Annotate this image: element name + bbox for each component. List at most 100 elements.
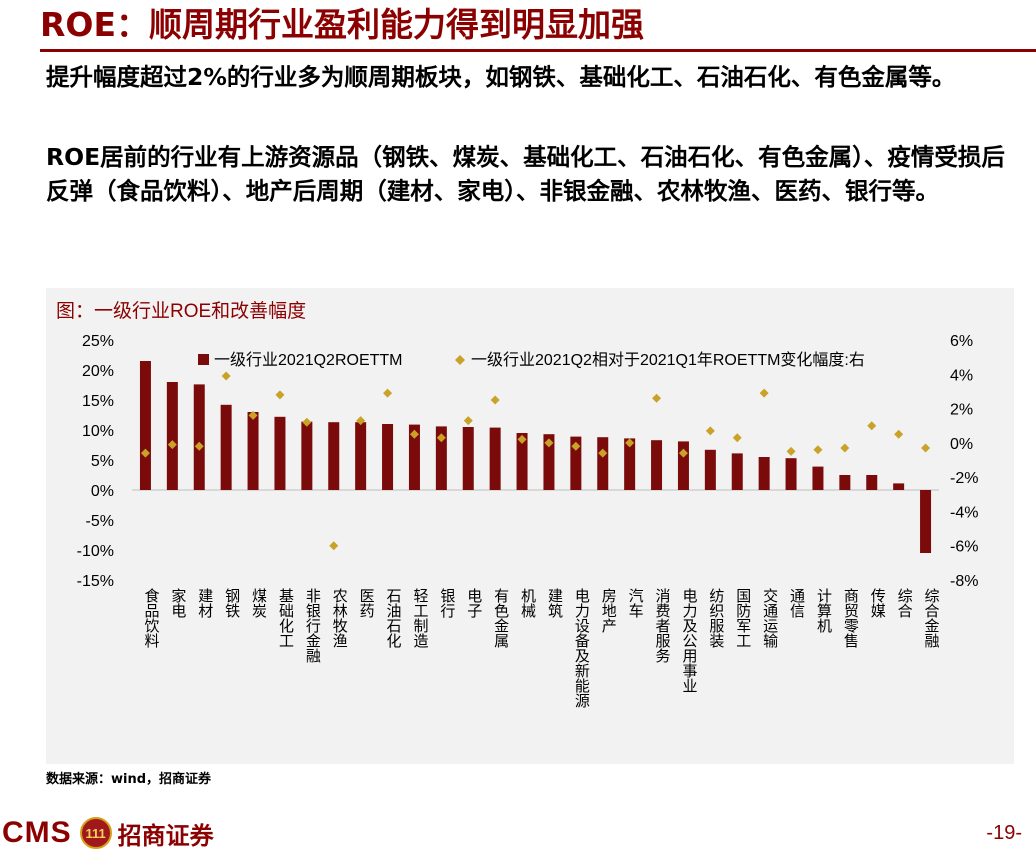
- roe-bar: [220, 404, 232, 490]
- roe-bar: [597, 437, 609, 490]
- roe-bar: [489, 427, 501, 490]
- category-label: 传媒: [869, 588, 887, 618]
- y-left-tick-label: 5%: [91, 453, 114, 470]
- roe-bar: [247, 412, 259, 490]
- change-marker: [813, 445, 823, 455]
- category-label: 综合金融: [923, 588, 941, 648]
- change-marker: [732, 433, 742, 443]
- category-label: 食品饮料: [142, 588, 160, 648]
- roe-bar: [408, 424, 420, 490]
- category-label: 石油石化: [385, 588, 403, 648]
- change-marker: [140, 448, 150, 458]
- roe-bar: [274, 416, 286, 490]
- change-marker: [705, 426, 715, 436]
- roe-bar: [462, 427, 474, 490]
- y-right-tick-label: 6%: [950, 333, 973, 350]
- change-marker: [490, 395, 500, 405]
- chart-panel: [46, 288, 1014, 764]
- change-marker: [356, 416, 366, 426]
- change-marker: [194, 441, 204, 451]
- category-label: 医药: [358, 588, 376, 619]
- chart-title: 图：一级行业ROE和改善幅度: [56, 301, 307, 322]
- category-label: 机械: [519, 588, 537, 618]
- y-left-tick-label: 0%: [91, 483, 114, 500]
- change-marker: [840, 443, 850, 453]
- roe-bar: [328, 422, 340, 490]
- category-label: 电子: [465, 588, 483, 618]
- change-marker: [894, 429, 904, 439]
- change-marker: [867, 421, 877, 431]
- company-logo: CMS 111 招商证券: [2, 812, 214, 854]
- roe-bar: [543, 434, 555, 490]
- roe-bar: [920, 490, 932, 553]
- change-marker: [786, 446, 796, 456]
- roe-bar: [570, 436, 582, 490]
- y-right-tick-label: 2%: [950, 402, 973, 419]
- category-label: 建筑: [546, 588, 564, 619]
- y-left-tick-label: 20%: [82, 363, 114, 380]
- y-right-tick-label: -4%: [950, 504, 978, 521]
- category-label: 建材: [196, 588, 214, 618]
- roe-bar: [193, 384, 205, 490]
- roe-bar: [785, 458, 797, 490]
- change-marker: [652, 393, 662, 403]
- y-left-tick-label: 15%: [82, 393, 114, 410]
- change-marker: [544, 438, 554, 448]
- y-right-tick-label: -2%: [950, 470, 978, 487]
- legend-marker-label: 一级行业2021Q2相对于2021Q1年ROETTM变化幅度:右: [471, 351, 865, 369]
- category-label: 有色金属: [492, 588, 510, 648]
- category-label: 钢铁: [223, 588, 241, 618]
- roe-bar: [355, 422, 367, 490]
- change-marker: [248, 410, 258, 420]
- roe-bar: [677, 441, 689, 490]
- change-marker: [221, 371, 231, 381]
- change-marker: [463, 416, 473, 426]
- change-marker: [571, 441, 581, 451]
- roe-bar: [516, 433, 528, 490]
- roe-bar: [651, 440, 663, 490]
- roe-bar: [624, 438, 636, 490]
- title-divider: [40, 49, 1036, 52]
- category-label: 银行: [438, 588, 456, 619]
- y-left-tick-label: 10%: [82, 423, 114, 440]
- legend-bar-label: 一级行业2021Q2ROETTM: [214, 351, 403, 369]
- logo-chinese-name: 招商证券: [117, 821, 214, 850]
- category-label: 煤炭: [250, 588, 268, 618]
- roe-bar: [166, 382, 178, 490]
- y-right-tick-label: -8%: [950, 573, 978, 590]
- change-marker: [517, 434, 527, 444]
- change-marker: [598, 448, 608, 458]
- change-marker: [436, 433, 446, 443]
- change-marker: [409, 429, 419, 439]
- category-label: 综合: [896, 588, 914, 618]
- category-label: 轻工制造: [411, 588, 429, 649]
- logo-emblem-icon: 111: [79, 817, 112, 849]
- category-label: 交通运输: [761, 587, 779, 648]
- roe-bar: [704, 449, 716, 490]
- slide-title: ROE：顺周期行业盈利能力得到明显加强: [40, 5, 645, 44]
- category-label: 基础化工: [277, 588, 295, 648]
- category-label: 计算机: [815, 588, 833, 634]
- y-right-tick-label: -6%: [950, 539, 978, 556]
- change-marker: [302, 417, 312, 427]
- data-source-note: 数据来源：wind，招商证券: [46, 772, 212, 787]
- roe-bar: [382, 424, 394, 490]
- category-label: 通信: [788, 588, 806, 618]
- category-label: 房地产: [600, 588, 618, 633]
- change-marker: [275, 390, 285, 400]
- roe-bar: [893, 483, 905, 490]
- change-marker: [167, 440, 177, 450]
- roe-bar: [812, 466, 824, 490]
- y-right-tick-label: 0%: [950, 436, 973, 453]
- legend-bar-swatch: [198, 354, 209, 365]
- change-marker: [759, 388, 769, 398]
- y-left-tick-label: -5%: [86, 513, 114, 530]
- category-label: 纺织服装: [707, 588, 725, 648]
- change-marker: [329, 541, 339, 551]
- roe-chart: -15% -10% -5% 0% 5% 10% 15% 20% 25% -8% -6% -4% -2% 0…: [77, 333, 979, 708]
- category-label: 消费者服务: [654, 588, 672, 664]
- category-label: 商贸零售: [842, 588, 860, 648]
- page-number: -19-: [986, 822, 1022, 844]
- y-left-tick-label: 25%: [82, 333, 114, 350]
- change-marker: [625, 438, 635, 448]
